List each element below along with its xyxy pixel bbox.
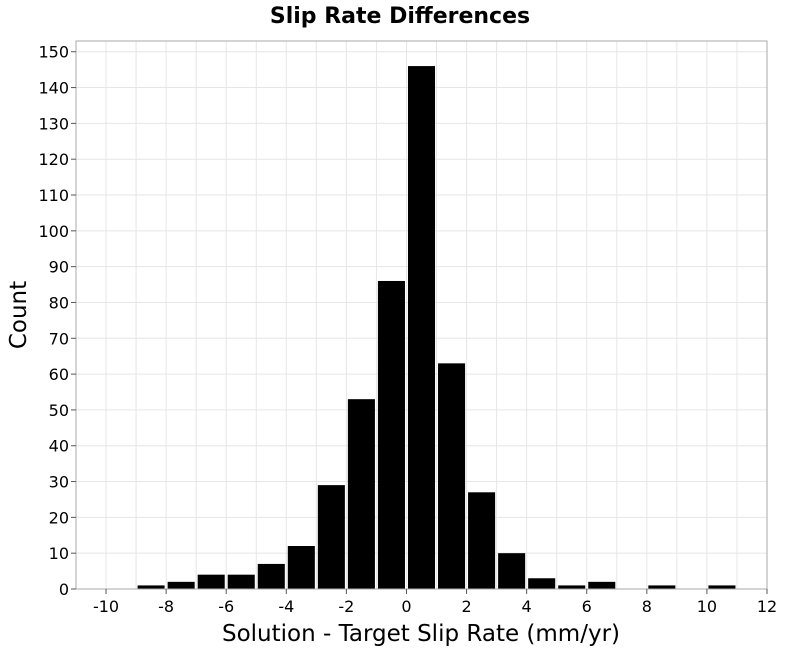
x-tick-label: -8 bbox=[158, 597, 174, 616]
y-tick-label: 50 bbox=[49, 401, 69, 420]
histogram-bar bbox=[287, 546, 315, 589]
histogram-bar bbox=[317, 485, 345, 589]
y-tick-label: 40 bbox=[49, 437, 69, 456]
histogram-bar bbox=[468, 492, 496, 589]
y-tick-label: 60 bbox=[49, 365, 69, 384]
y-tick-label: 110 bbox=[38, 186, 69, 205]
histogram-bar bbox=[438, 363, 466, 589]
y-tick-label: 130 bbox=[38, 114, 69, 133]
y-tick-label: 30 bbox=[49, 473, 69, 492]
y-tick-label: 10 bbox=[49, 544, 69, 563]
x-tick-label: -6 bbox=[218, 597, 234, 616]
histogram-bar bbox=[347, 399, 375, 589]
y-tick-label: 80 bbox=[49, 293, 69, 312]
histogram-bar bbox=[648, 585, 676, 589]
histogram-bar bbox=[197, 574, 225, 589]
histogram-bar bbox=[257, 563, 285, 589]
x-axis-ticks: -10 -8 -6 -4 -2 0 2 4 6 8 10 12 bbox=[93, 589, 777, 616]
histogram-bar bbox=[498, 553, 526, 589]
histogram-bar bbox=[528, 578, 556, 589]
plot-frame bbox=[75, 40, 768, 590]
x-tick-label: 6 bbox=[582, 597, 592, 616]
y-tick-label: 140 bbox=[38, 79, 69, 98]
y-axis-ticks: 0 10 20 30 40 50 60 70 80 90 100 110 120 130 140 150 bbox=[38, 43, 76, 599]
histogram-bar bbox=[558, 585, 586, 589]
histogram-bar bbox=[137, 585, 165, 589]
x-tick-label: -2 bbox=[338, 597, 354, 616]
y-axis-label: Count bbox=[6, 281, 32, 349]
y-tick-label: 100 bbox=[38, 222, 69, 241]
y-tick-label: 150 bbox=[38, 43, 69, 62]
x-tick-label: -10 bbox=[93, 597, 119, 616]
y-tick-label: 120 bbox=[38, 150, 69, 169]
x-tick-label: 4 bbox=[522, 597, 532, 616]
x-tick-label: -4 bbox=[278, 597, 294, 616]
y-tick-label: 0 bbox=[59, 580, 69, 599]
histogram-bar bbox=[708, 585, 736, 589]
x-tick-label: 2 bbox=[461, 597, 471, 616]
x-tick-label: 12 bbox=[757, 597, 777, 616]
y-tick-label: 20 bbox=[49, 508, 69, 527]
histogram-bar bbox=[167, 581, 195, 589]
x-tick-label: 10 bbox=[697, 597, 717, 616]
histogram-bar bbox=[227, 574, 255, 589]
x-tick-label: 0 bbox=[401, 597, 411, 616]
histogram-bar bbox=[407, 66, 436, 589]
y-tick-label: 70 bbox=[49, 329, 69, 348]
histogram-bar bbox=[377, 280, 405, 589]
histogram-bar bbox=[588, 581, 616, 589]
chart-title: Slip Rate Differences bbox=[270, 4, 530, 29]
x-axis-label: Solution - Target Slip Rate (mm/yr) bbox=[222, 621, 620, 647]
x-tick-label: 8 bbox=[642, 597, 652, 616]
bars-layer bbox=[137, 66, 736, 589]
y-tick-label: 90 bbox=[49, 258, 69, 277]
